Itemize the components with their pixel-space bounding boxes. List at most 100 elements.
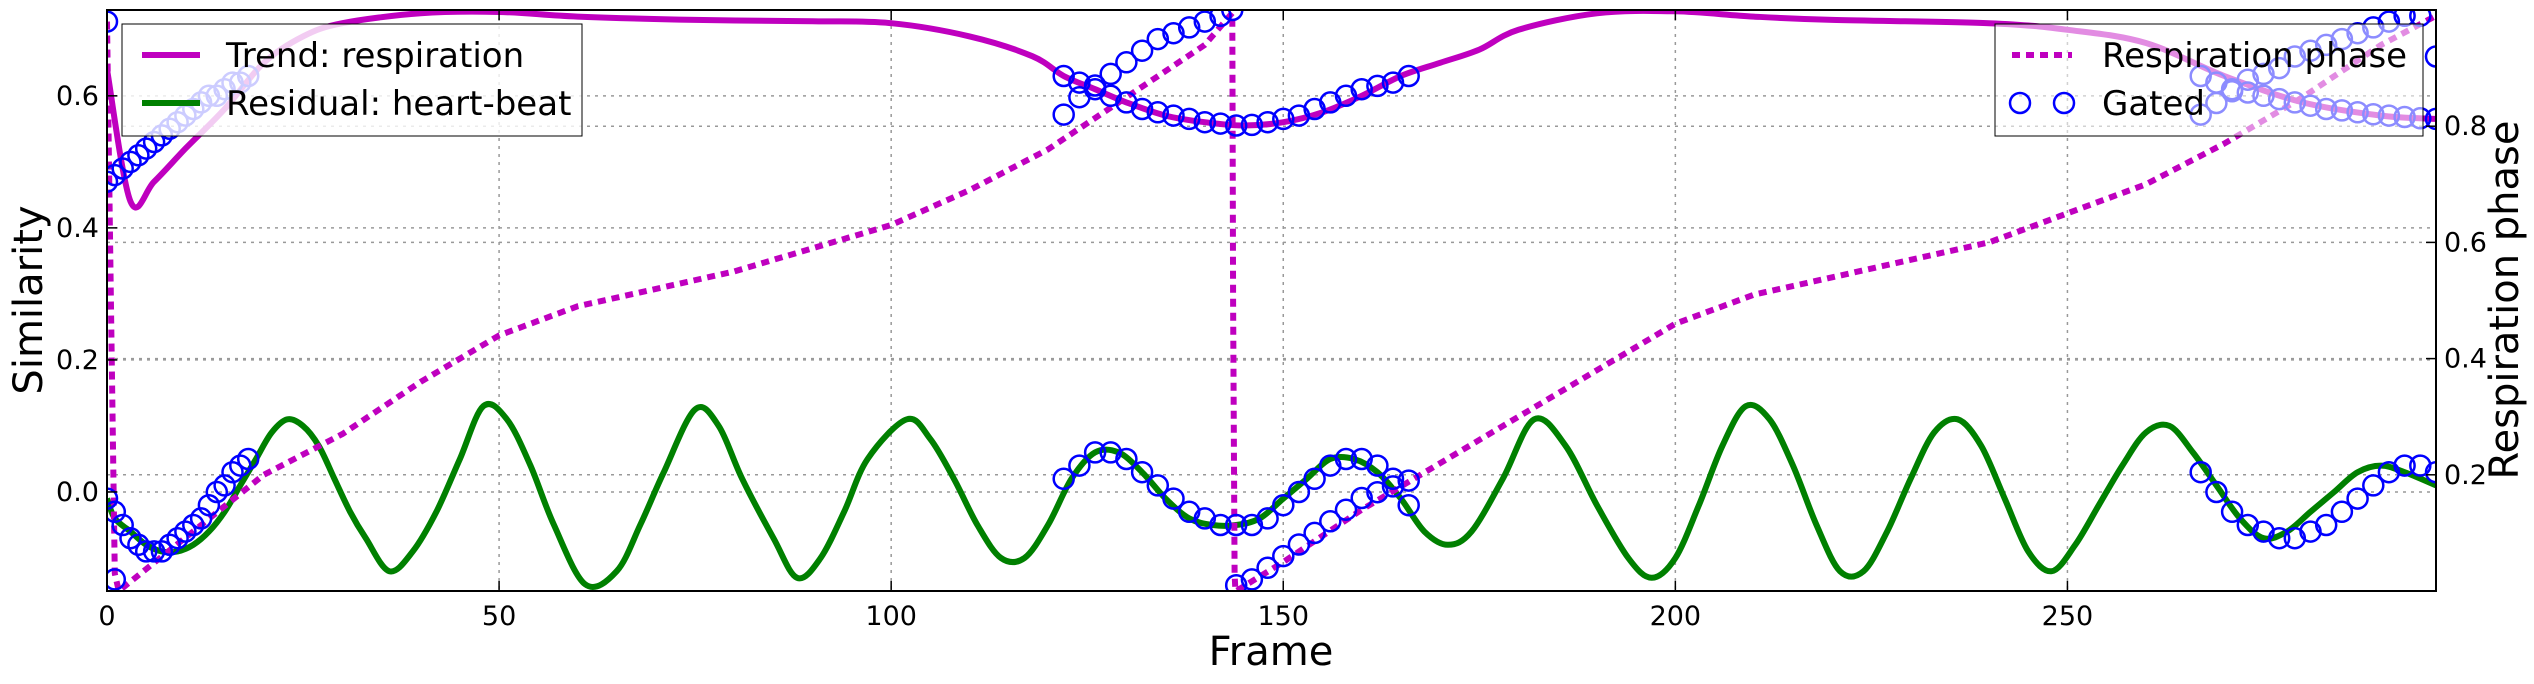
- gated-point: [2252, 520, 2275, 543]
- gated-point: [1319, 91, 1342, 114]
- y2-tick-label: 0.8: [2444, 111, 2487, 142]
- legend-label-phase: Respiration phase: [2102, 36, 2407, 76]
- gated-point: [1272, 544, 1295, 568]
- gated-point: [1052, 467, 1075, 491]
- gated-point: [1083, 441, 1107, 464]
- gated-point: [1240, 568, 1264, 591]
- gated-point: [1209, 112, 1232, 135]
- gated-point: [1193, 10, 1217, 33]
- gated-point: [1068, 454, 1091, 477]
- gated-point: [221, 460, 244, 484]
- gated-point: [2330, 500, 2354, 524]
- gated-point: [2314, 513, 2338, 537]
- series-line-residual-heart-beat: [107, 401, 2436, 590]
- gated-point: [1303, 467, 1326, 491]
- gated-point: [107, 10, 119, 33]
- gated-point: [1240, 113, 1264, 137]
- y2-axis-label: Respiration phase: [2482, 121, 2528, 480]
- gated-point: [107, 170, 119, 193]
- gated-point: [1177, 16, 1201, 39]
- x-tick-label: 200: [1650, 601, 1702, 632]
- gated-point: [111, 157, 134, 180]
- gated-point: [1272, 107, 1295, 131]
- gated-point: [1303, 97, 1326, 121]
- legend-right-box: [1994, 23, 2424, 137]
- legend-marker-gated-1: [2008, 91, 2032, 115]
- gated-point: [1115, 91, 1138, 114]
- gated-point: [107, 163, 127, 187]
- y2-tick-label: 0.4: [2444, 344, 2487, 375]
- gated-point: [134, 137, 158, 160]
- gated-point: [1256, 507, 1279, 530]
- gated-point: [1162, 104, 1185, 127]
- x-tick-label: 100: [865, 601, 917, 632]
- gated-point: [1256, 110, 1279, 134]
- gated-point: [1397, 493, 1420, 517]
- gated-point: [111, 513, 134, 537]
- gated-point: [142, 540, 166, 563]
- series-line-respiration-phase: [107, 10, 2436, 591]
- y-tick-label: 0.2: [56, 345, 99, 376]
- gated-point: [182, 513, 205, 537]
- gated-point: [205, 480, 229, 504]
- gated-point: [2377, 460, 2401, 484]
- gated-point: [107, 568, 127, 591]
- gated-point: [1224, 114, 1248, 137]
- gated-point: [150, 540, 174, 563]
- gated-point: [2283, 526, 2307, 550]
- y2-tick-label: 0.2: [2444, 460, 2487, 491]
- gated-point: [1334, 447, 1358, 471]
- gated-point: [2220, 500, 2244, 524]
- gated-point: [1287, 533, 1311, 556]
- gated-point: [1146, 474, 1170, 497]
- gated-point: [166, 526, 189, 550]
- gated-point: [174, 520, 197, 543]
- gated-point: [1334, 84, 1358, 108]
- gated-point: [1350, 447, 1373, 471]
- gated-point: [213, 474, 236, 497]
- gated-point: [229, 454, 252, 477]
- gated-point: [1272, 493, 1295, 517]
- gated-point: [1052, 64, 1075, 88]
- gated-point: [1099, 441, 1122, 464]
- gated-point: [1162, 21, 1185, 45]
- x-tick-label: 50: [482, 601, 516, 632]
- legend-label-trend: Trend: respiration: [225, 36, 524, 76]
- gated-point: [1221, 10, 1244, 22]
- gated-point: [2346, 487, 2369, 510]
- gated-point: [119, 150, 142, 174]
- gated-point: [2189, 460, 2212, 484]
- gated-point: [2362, 474, 2385, 497]
- gated-point: [1146, 101, 1170, 124]
- gated-point: [1209, 10, 1232, 28]
- gated-point: [1177, 500, 1201, 524]
- gated-point: [1287, 480, 1311, 504]
- gated-point: [2424, 45, 2436, 68]
- gated-point: [1099, 84, 1122, 108]
- gated-point: [2409, 454, 2432, 477]
- gated-point: [1224, 573, 1248, 591]
- gated-point: [2236, 513, 2260, 537]
- legend-label-residual: Residual: heart-beat: [226, 84, 571, 124]
- ticks: 0 50 100 150 200 250 0.0 0.2 0.4 0.6 0.2 0.4 0.6 0.8: [56, 10, 2487, 632]
- gated-point: [2267, 526, 2291, 550]
- gated-point: [1193, 110, 1217, 134]
- gated-point: [2299, 520, 2322, 543]
- gated-point: [1068, 85, 1091, 109]
- x-axis-label: Frame: [1209, 629, 1334, 675]
- gated-point: [1381, 475, 1405, 498]
- gated-point: [1193, 507, 1217, 530]
- gated-point: [1130, 39, 1154, 62]
- y2-tick-label: 0.6: [2444, 227, 2487, 258]
- gated-point: [1130, 97, 1154, 121]
- gated-point: [1350, 486, 1373, 510]
- legend-left-box: [121, 23, 583, 137]
- gated-point: [1350, 77, 1373, 101]
- gated-point: [1366, 480, 1389, 504]
- gated-point: [1083, 74, 1107, 97]
- gated-point: [2424, 460, 2436, 484]
- gated-point: [1381, 467, 1405, 491]
- gated-point: [1287, 104, 1311, 127]
- legend-right: Respiration phase Gated: [1994, 23, 2424, 137]
